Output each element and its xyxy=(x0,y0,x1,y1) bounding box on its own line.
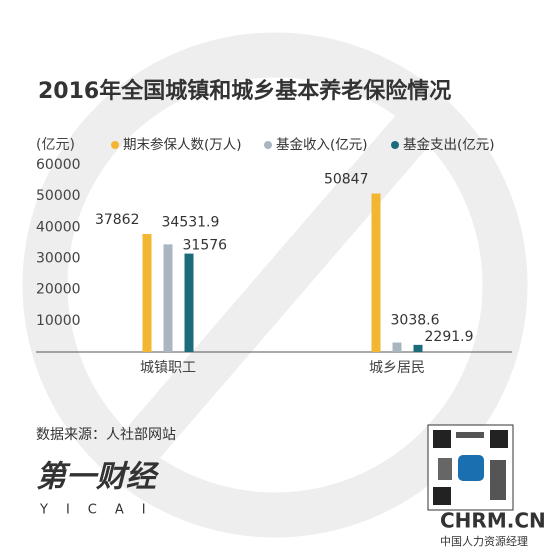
logo: 第一财经 xyxy=(36,460,160,495)
bar xyxy=(142,233,152,352)
bar xyxy=(371,193,381,352)
y-tick-label: 40000 xyxy=(36,219,81,235)
x-tick-label: 城乡居民 xyxy=(369,360,425,376)
legend-label: 基金支出(亿元) xyxy=(403,136,495,153)
value-label: 50847 xyxy=(324,172,369,188)
bar xyxy=(392,342,402,352)
value-label: 34531.9 xyxy=(162,214,220,230)
legend-label: 基金收入(亿元) xyxy=(276,136,368,153)
legend-marker xyxy=(111,141,119,149)
value-label: 31576 xyxy=(183,238,228,254)
y-tick-label: 30000 xyxy=(36,251,81,267)
y-tick-label: 10000 xyxy=(36,313,81,329)
bar xyxy=(184,253,194,352)
value-label: 3038.6 xyxy=(391,313,440,329)
y-tick-label: 20000 xyxy=(36,282,81,298)
watermark-slash xyxy=(102,95,448,485)
legend-marker xyxy=(391,141,399,149)
legend-label: 期末参保人数(万人) xyxy=(123,136,242,153)
watermark-ring xyxy=(22,32,528,538)
bar xyxy=(413,344,423,352)
chart-title: 2016年全国城镇和城乡基本养老保险情况 xyxy=(38,78,451,104)
value-label: 2291.9 xyxy=(425,329,474,345)
y-axis-label: (亿元) xyxy=(36,137,75,153)
x-tick-label: 城镇职工 xyxy=(140,360,196,376)
value-label: 37862 xyxy=(95,212,140,228)
qr-code xyxy=(427,424,514,511)
source: 数据来源：人社部网站 xyxy=(36,427,176,443)
bar xyxy=(163,244,173,352)
legend-marker xyxy=(264,141,272,149)
y-tick-label: 60000 xyxy=(36,157,81,173)
logo-sub: YICAI xyxy=(39,503,164,518)
y-tick-label: 50000 xyxy=(36,188,81,204)
watermark-text: CHRM.CN xyxy=(440,509,546,533)
watermark-sub: 中国人力资源经理 xyxy=(440,534,528,548)
